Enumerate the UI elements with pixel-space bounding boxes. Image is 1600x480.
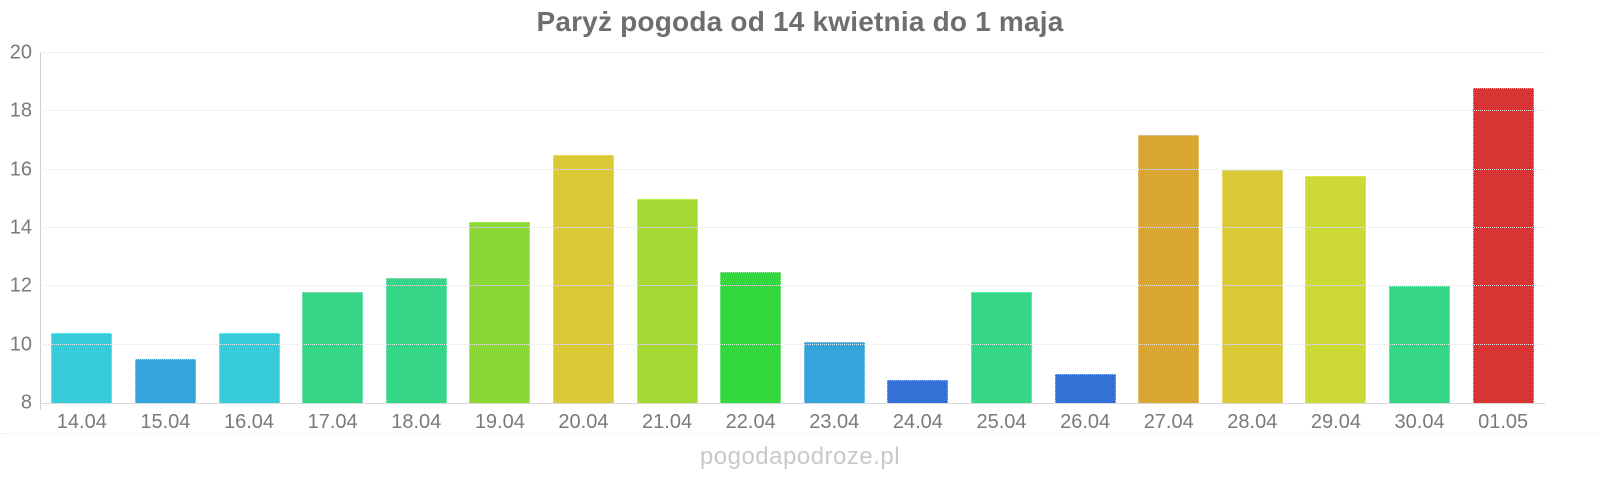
bar-20.04[interactable]: [552, 155, 614, 403]
bar-21.04[interactable]: [636, 198, 698, 403]
bar-slot: [1461, 53, 1545, 403]
gridline: [40, 285, 1545, 287]
bar-slot: [960, 53, 1044, 403]
y-tick-label: 20: [9, 41, 32, 64]
x-tick-label: 17.04: [307, 411, 358, 433]
x-tick-label: 15.04: [140, 411, 191, 433]
footer-divider: [0, 433, 1600, 434]
watermark: pogodapodroze.pl: [699, 443, 901, 470]
bar-25.04[interactable]: [970, 292, 1033, 403]
x-tick-label: 20.04: [558, 411, 609, 433]
x-tick-label: 25.04: [976, 411, 1027, 433]
y-tick-label: 18: [9, 99, 32, 122]
x-tick-label: 14.04: [56, 411, 107, 433]
bar-15.04[interactable]: [134, 359, 196, 403]
bar-slot: [1378, 53, 1462, 403]
y-tick-label: 12: [9, 274, 32, 297]
x-tick-label: 19.04: [474, 411, 525, 433]
bar-24.04[interactable]: [887, 379, 949, 403]
y-axis-line: [40, 53, 41, 410]
bar-17.04[interactable]: [302, 292, 364, 403]
bar-19.04[interactable]: [469, 222, 531, 403]
x-tick-label: 29.04: [1310, 411, 1361, 433]
y-tick-label: 16: [9, 158, 32, 181]
bar-series: [40, 53, 1545, 403]
gridline: [40, 168, 1545, 170]
bar-22.04[interactable]: [720, 271, 782, 403]
bar-slot: [1211, 53, 1295, 403]
bar-slot: [542, 53, 626, 403]
y-tick-label: 14: [9, 216, 32, 239]
bar-slot: [709, 53, 793, 403]
y-tick-label: 10: [9, 333, 32, 356]
x-tick-label: 24.04: [892, 411, 943, 433]
gridline: [40, 343, 1545, 345]
bar-slot: [458, 53, 542, 403]
bar-slot: [876, 53, 960, 403]
bar-slot: [792, 53, 876, 403]
gridline: [40, 110, 1545, 112]
bar-29.04[interactable]: [1305, 175, 1367, 403]
gridline: [40, 52, 1545, 53]
bar-18.04[interactable]: [385, 277, 447, 403]
bar-slot: [40, 53, 124, 403]
y-tick-label: 8: [20, 391, 32, 414]
bar-27.04[interactable]: [1138, 134, 1200, 403]
bar-slot: [374, 53, 458, 403]
x-tick-label: 21.04: [642, 411, 693, 433]
bar-23.04[interactable]: [803, 341, 865, 403]
bar-01.05[interactable]: [1472, 88, 1534, 403]
bar-30.04[interactable]: [1389, 286, 1451, 403]
x-tick-label: 27.04: [1143, 411, 1194, 433]
x-tick-label: 26.04: [1060, 411, 1111, 433]
chart-title: Paryż pogoda od 14 kwietnia do 1 maja: [536, 6, 1064, 37]
x-tick-label: 16.04: [223, 411, 275, 433]
bar-slot: [1294, 53, 1378, 403]
bar-slot: [1127, 53, 1211, 403]
y-axis-labels: 8 10 12 14 16 18 20: [0, 42, 32, 414]
x-tick-label: 18.04: [391, 411, 442, 433]
x-tick-label: 30.04: [1394, 411, 1445, 433]
x-tick-label: 28.04: [1227, 411, 1278, 433]
bar-slot: [124, 53, 208, 403]
x-tick-label: 22.04: [725, 411, 776, 433]
x-axis-line: [40, 403, 1545, 404]
x-tick-label: 01.05: [1478, 411, 1529, 433]
bar-slot: [291, 53, 375, 403]
plot-area: [40, 52, 1545, 404]
x-axis-labels: 14.04 15.04 16.04 17.04 18.04 19.04 20.04 21.04…: [40, 411, 1545, 434]
bar-slot: [1043, 53, 1127, 403]
bar-slot: [625, 53, 709, 403]
bar-slot: [207, 53, 291, 403]
x-tick-label: 23.04: [809, 411, 860, 433]
bar-26.04[interactable]: [1054, 373, 1116, 403]
gridline: [40, 227, 1545, 228]
